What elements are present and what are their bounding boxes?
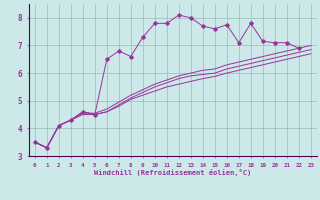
X-axis label: Windchill (Refroidissement éolien,°C): Windchill (Refroidissement éolien,°C) [94, 169, 252, 176]
